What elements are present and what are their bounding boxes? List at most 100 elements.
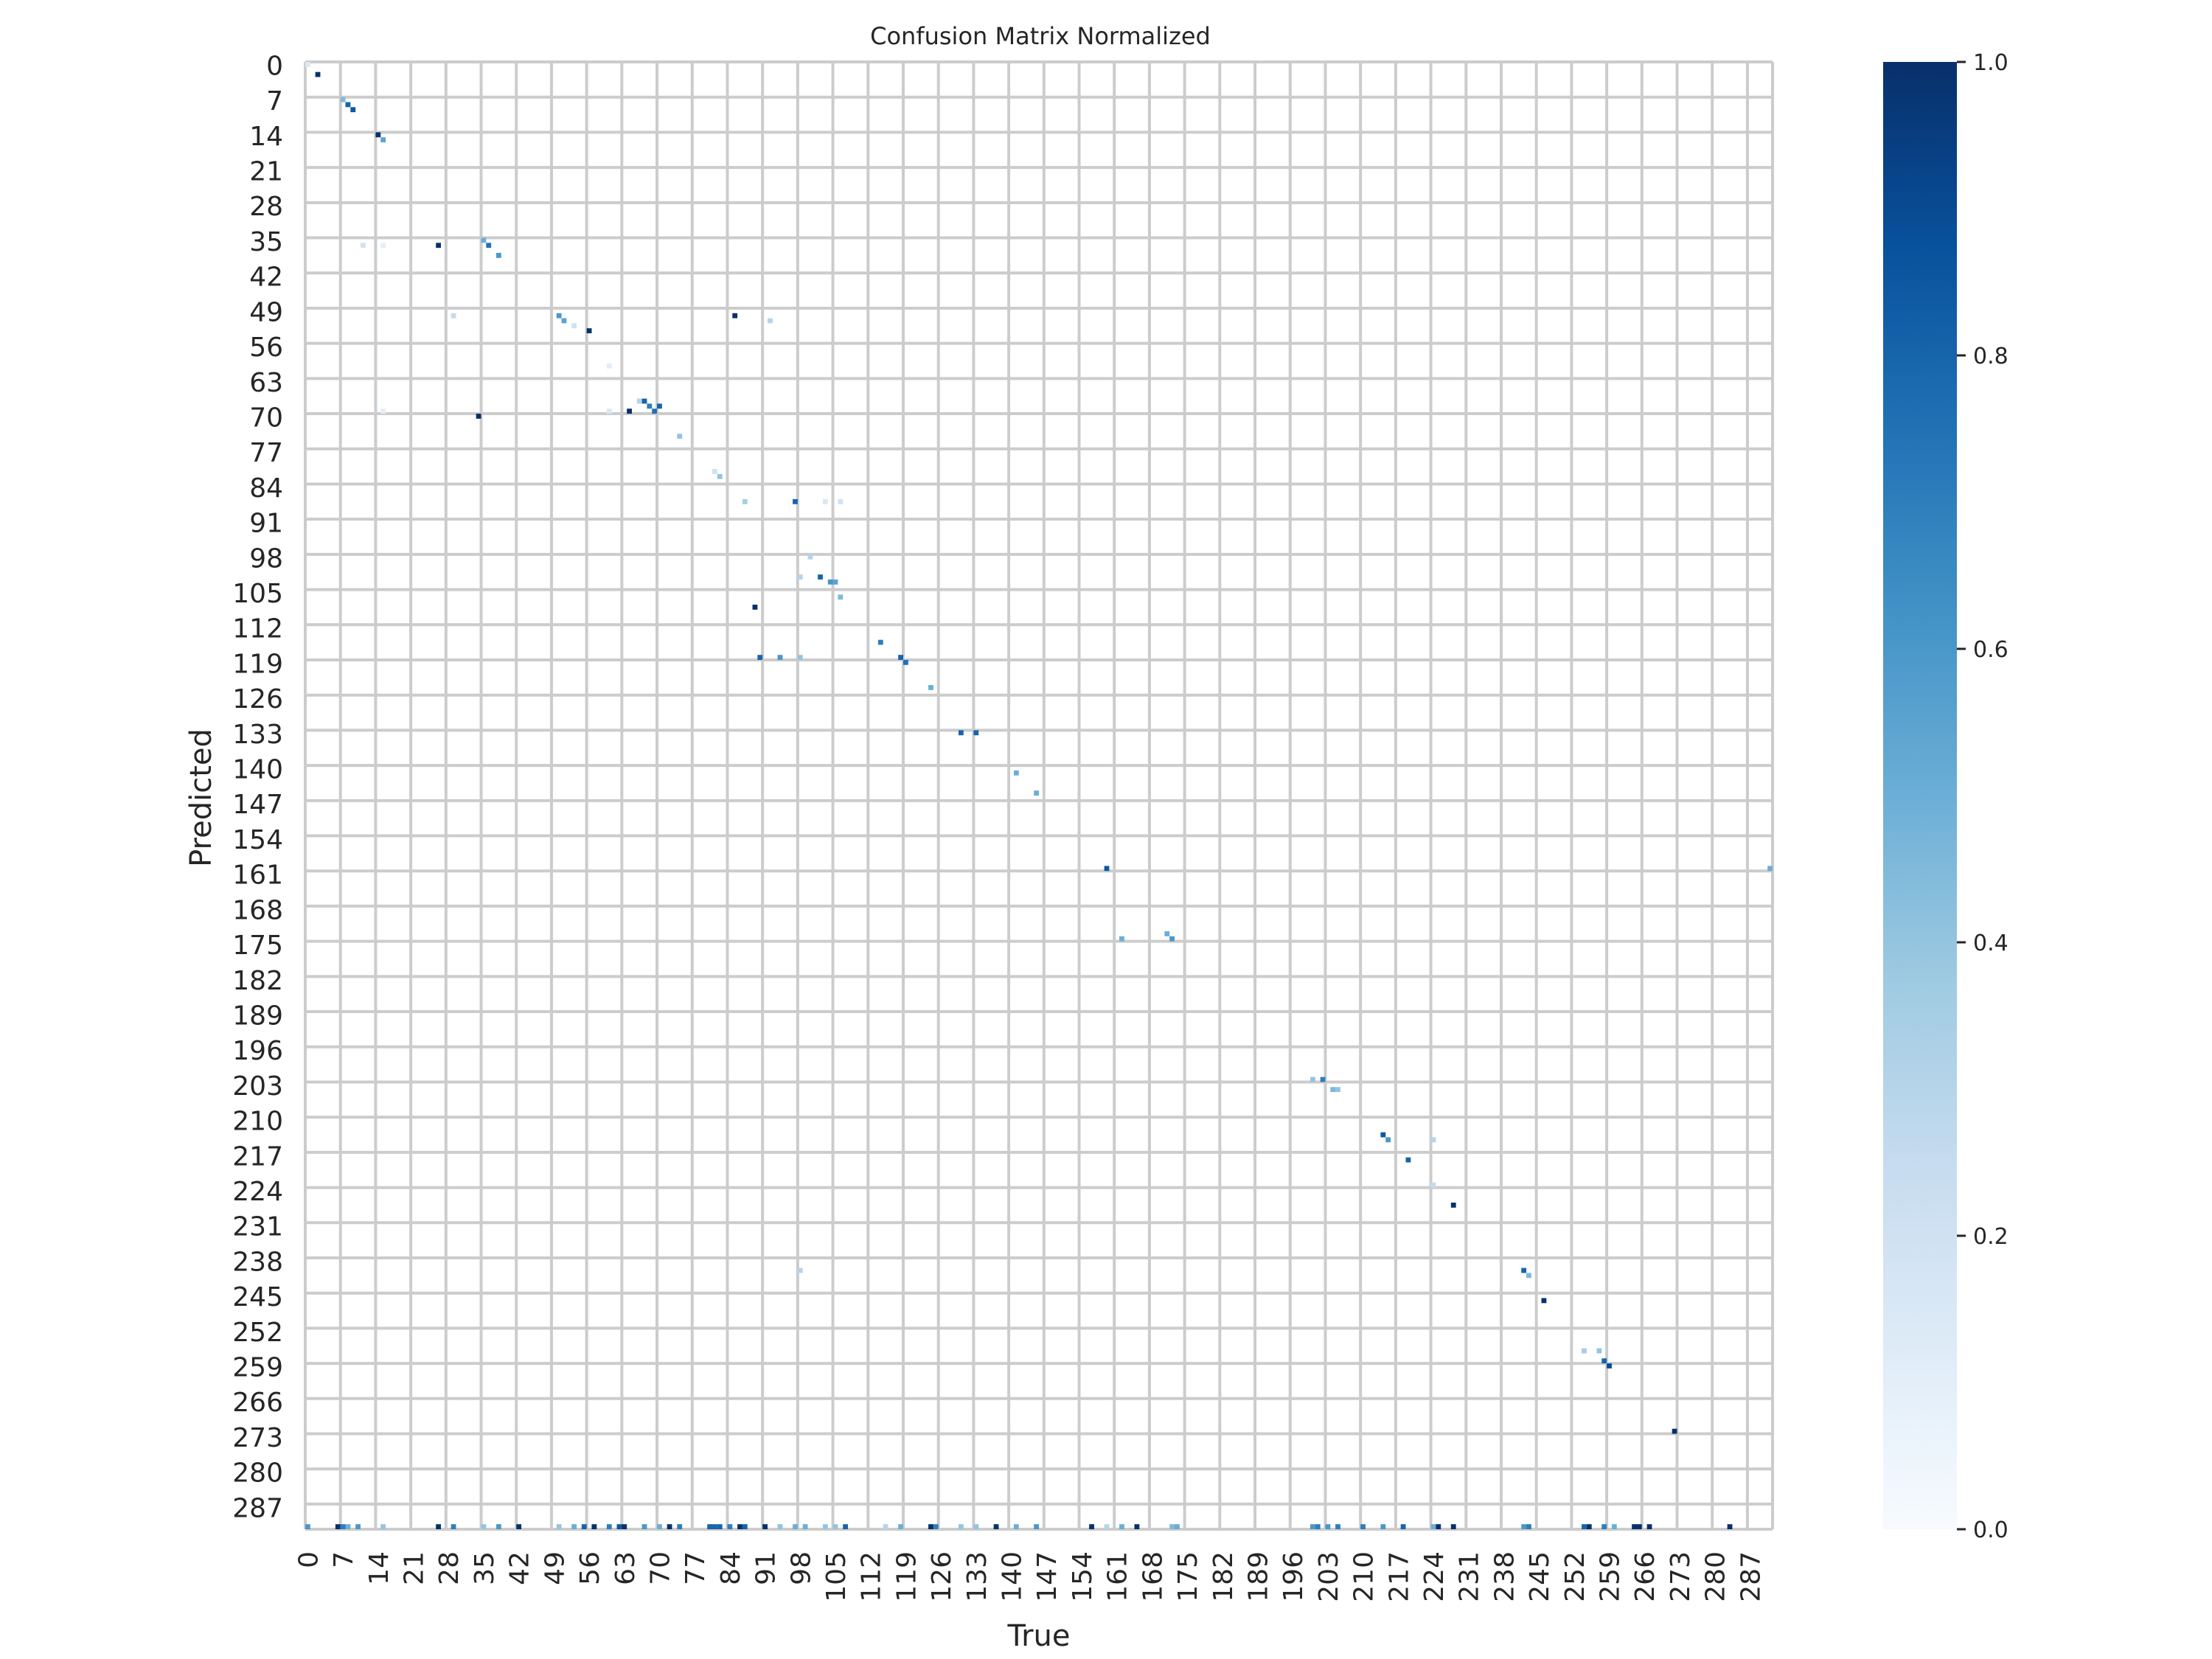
y-tick-label: 154 [232,825,283,855]
heatmap-cell [928,1524,933,1529]
x-tick-label: 35 [470,1551,500,1585]
y-tick-label: 140 [232,755,283,785]
heatmap-cell [1632,1524,1637,1529]
y-tick-label: 112 [232,614,283,644]
y-tick-label: 14 [249,122,283,152]
heatmap-cell [717,473,723,479]
heatmap-cell [928,685,933,690]
x-tick-label: 28 [434,1551,465,1585]
grid-lines [304,60,1774,1531]
heatmap-cell [571,323,577,329]
y-tick-label: 196 [232,1036,283,1066]
x-axis-label: True [1007,1619,1071,1653]
heatmap-cell [1582,1348,1587,1354]
x-tick-label: 196 [1279,1551,1309,1602]
y-tick-label: 56 [249,333,283,363]
heatmap-cell [1320,1077,1326,1082]
heatmap-cell [516,1524,522,1529]
heatmap-cell [1430,1524,1436,1529]
heatmap-cell [1430,1182,1436,1188]
x-tick-label: 91 [751,1551,782,1585]
heatmap-cell [797,1267,803,1273]
heatmap-cell [305,62,310,67]
heatmap-cell [1380,1132,1386,1138]
heatmap-cell [1601,1524,1607,1529]
x-tick-label: 210 [1349,1551,1380,1602]
y-tick-label: 0 [266,51,283,81]
heatmap-cell [1169,1524,1175,1529]
x-tick-label: 119 [891,1551,922,1602]
heatmap-area [304,60,1774,1531]
x-tick-label: 231 [1455,1551,1485,1602]
heatmap-cell [677,1524,683,1529]
y-tick-label: 238 [232,1247,283,1277]
x-tick-label: 112 [857,1551,887,1602]
heatmap-cell [762,1524,768,1529]
heatmap-cell [481,1524,487,1529]
x-tick-label: 182 [1208,1551,1239,1602]
y-tick-label: 147 [232,790,283,820]
heatmap-cell [1315,1524,1321,1529]
x-tick-label: 203 [1314,1551,1344,1602]
x-tick-label: 77 [681,1551,711,1585]
heatmap-cell [586,328,592,334]
heatmap-cell [843,1524,849,1529]
heatmap-cell [561,318,567,324]
x-tick-label: 49 [540,1551,570,1585]
y-tick-label: 287 [232,1493,283,1523]
heatmap-cell [793,498,798,504]
heatmap-cell [1636,1524,1642,1529]
heatmap-cell [1119,1524,1124,1529]
y-tick-label: 189 [232,1001,283,1031]
x-tick-label: 224 [1419,1551,1450,1602]
heatmap-cell [933,1524,939,1529]
x-tick-label: 175 [1173,1551,1203,1602]
heatmap-cell [1430,1137,1436,1143]
heatmap-cell [571,1524,577,1529]
y-tick-label: 161 [232,860,283,891]
heatmap-cell [495,1524,501,1529]
heatmap-cell [797,655,803,660]
heatmap-cell [481,237,487,243]
heatmap-cell [1436,1524,1441,1529]
heatmap-cell [838,498,844,504]
heatmap-cell [1596,1348,1602,1354]
heatmap-cell [1360,1524,1366,1529]
y-tick-label: 182 [232,966,283,996]
heatmap-cell [832,1524,838,1529]
y-tick-label: 91 [249,509,283,539]
x-tick-label: 70 [645,1551,675,1585]
heatmap-cell [827,579,833,585]
heatmap-cell [340,1524,346,1529]
x-tick-label: 42 [505,1551,535,1585]
heatmap-cell [802,1524,808,1529]
heatmap-cell [1601,1358,1607,1364]
heatmap-cell [486,243,492,248]
colorbar-tick-label: 0.4 [1973,931,2008,956]
heatmap-cell [1586,1524,1592,1529]
y-tick-label: 217 [232,1141,283,1172]
y-tick-label: 224 [232,1177,283,1207]
heatmap-cell [556,1524,562,1529]
heatmap-cell [677,434,683,439]
x-tick-label: 168 [1138,1551,1168,1602]
heatmap-cell [973,730,979,736]
heatmap-cell [350,107,356,113]
heatmap-cell [712,1524,717,1529]
heatmap-cell [591,1524,597,1529]
y-tick-label: 98 [249,543,283,574]
colorbar: 0.0 0.2 0.4 0.6 0.8 1.0 [1883,50,2008,1543]
heatmap-cell [1450,1524,1456,1529]
heatmap-cell [436,243,442,248]
y-tick-label: 259 [232,1353,283,1383]
heatmap-cell [727,1524,733,1529]
heatmap-cell [380,243,386,248]
heatmap-cell [1013,770,1019,776]
y-tick-label: 210 [232,1107,283,1137]
y-tick-label: 7 [266,86,283,116]
x-tick-label: 133 [962,1551,992,1602]
heatmap-cell [451,313,456,319]
heatmap-cell [757,655,763,660]
heatmap-cell [1541,1298,1547,1304]
